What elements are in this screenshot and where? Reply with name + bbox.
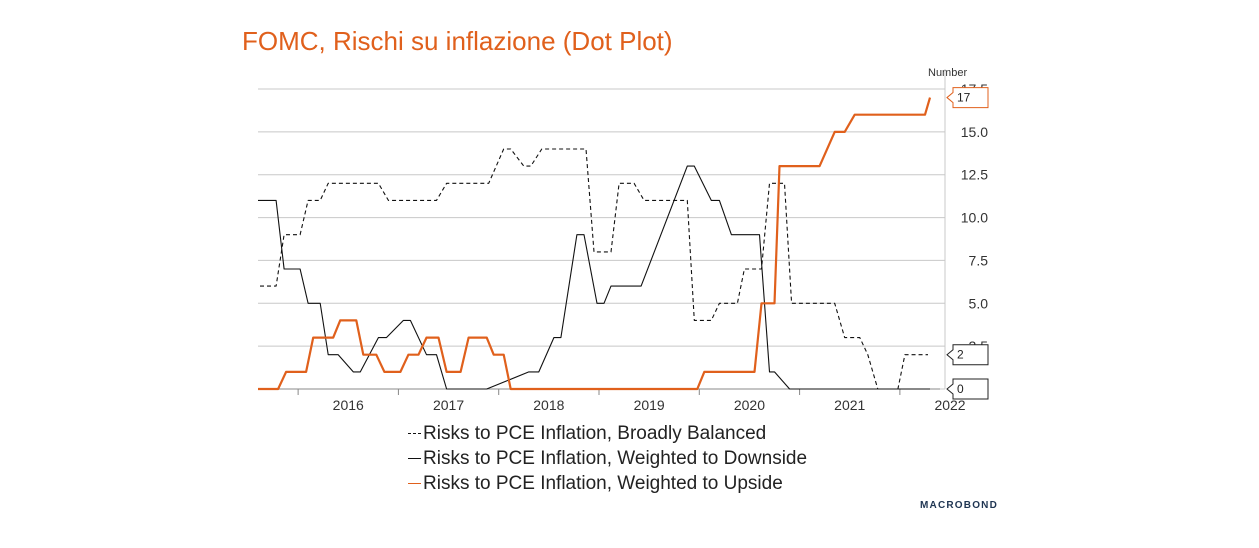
legend-label: Risks to PCE Inflation, Broadly Balanced	[423, 423, 767, 444]
chart-title: FOMC, Rischi su inflazione (Dot Plot)	[242, 26, 673, 56]
end-value-label: 0	[946, 378, 989, 400]
legend-swatch-black	[408, 458, 421, 460]
end-value-box	[946, 344, 989, 366]
x-axis: 2016 2017 2018 2019 2020 2021 2022	[258, 388, 966, 413]
legend-swatch-dashed	[408, 433, 421, 435]
x-tick-label: 2021	[834, 397, 865, 413]
series-line-weighted-upside	[258, 97, 932, 391]
y-tick-label: 10.0	[961, 210, 988, 226]
series-line-broadly-balanced	[260, 148, 928, 390]
brand-logo: MACROBOND	[920, 500, 999, 511]
series-line-weighted-downside	[258, 165, 930, 390]
x-tick-label: 2017	[433, 397, 464, 413]
legend: Risks to PCE Inflation, Broadly Balanced…	[408, 421, 807, 496]
end-value-box	[946, 87, 989, 109]
x-tick-label: 2016	[333, 397, 364, 413]
end-value-text: 0	[957, 382, 964, 396]
x-tick-label: 2019	[634, 397, 665, 413]
y-axis-unit-label: Number	[928, 67, 967, 79]
legend-label: Risks to PCE Inflation, Weighted to Upsi…	[423, 473, 783, 494]
y-tick-label: 5.0	[969, 295, 989, 311]
legend-label: Risks to PCE Inflation, Weighted to Down…	[423, 448, 808, 469]
end-value-label: 17	[946, 87, 989, 109]
x-tick-label: 2020	[734, 397, 765, 413]
y-tick-label: 7.5	[969, 252, 989, 268]
y-tick-label: 12.5	[961, 167, 988, 183]
series-lines	[258, 97, 932, 391]
legend-item-downside: Risks to PCE Inflation, Weighted to Down…	[408, 446, 807, 471]
end-value-text: 17	[957, 91, 971, 105]
end-value-box	[946, 378, 989, 400]
end-value-text: 2	[957, 348, 964, 362]
end-value-label: 2	[946, 344, 989, 366]
legend-swatch-orange	[408, 483, 421, 485]
y-tick-label: 15.0	[961, 124, 988, 140]
x-tick-label: 2018	[533, 397, 564, 413]
x-tick-label: 2022	[934, 397, 965, 413]
legend-item-balanced: Risks to PCE Inflation, Broadly Balanced	[408, 421, 807, 446]
legend-item-upside: Risks to PCE Inflation, Weighted to Upsi…	[408, 471, 807, 496]
